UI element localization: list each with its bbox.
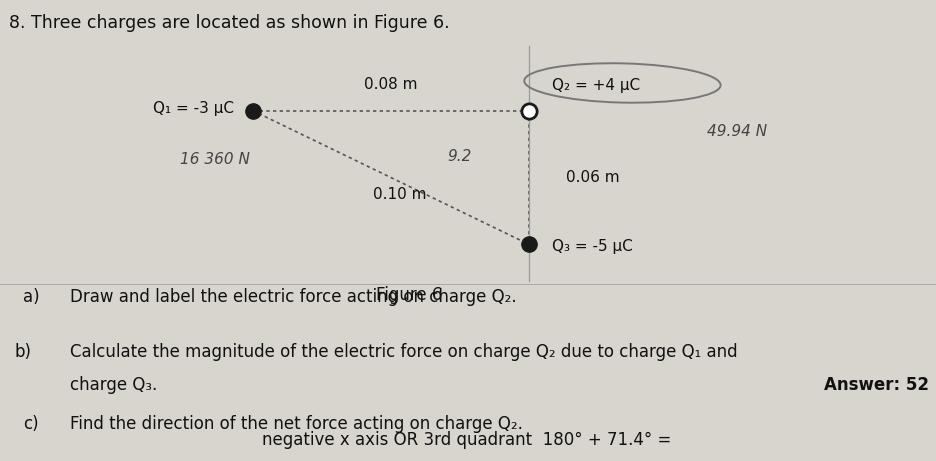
Text: Figure 6: Figure 6	[376, 286, 443, 304]
Text: 9.2: 9.2	[447, 148, 472, 164]
Text: a): a)	[23, 288, 40, 306]
Text: Answer: 52: Answer: 52	[824, 376, 929, 394]
Text: 49.94 N: 49.94 N	[707, 124, 767, 140]
Text: Calculate the magnitude of the electric force on charge Q₂ due to charge Q₁ and: Calculate the magnitude of the electric …	[70, 343, 738, 361]
Text: c): c)	[23, 415, 39, 433]
Text: 0.10 m: 0.10 m	[373, 187, 427, 202]
Text: 0.08 m: 0.08 m	[364, 77, 417, 92]
Text: 8. Three charges are located as shown in Figure 6.: 8. Three charges are located as shown in…	[9, 14, 450, 32]
Text: 16 360 N: 16 360 N	[181, 152, 250, 167]
Text: 0.06 m: 0.06 m	[566, 170, 620, 185]
Text: Q₃ = -5 μC: Q₃ = -5 μC	[552, 239, 633, 254]
Text: Q₁ = -3 μC: Q₁ = -3 μC	[153, 101, 234, 116]
Text: negative x axis OR 3rd quadrant  180° + 71.4° =: negative x axis OR 3rd quadrant 180° + 7…	[262, 431, 671, 449]
Text: b): b)	[14, 343, 31, 361]
Text: charge Q₃.: charge Q₃.	[70, 376, 157, 394]
Text: Draw and label the electric force acting on charge Q₂.: Draw and label the electric force acting…	[70, 288, 517, 306]
Text: Q₂ = +4 μC: Q₂ = +4 μC	[552, 78, 640, 93]
Text: Find the direction of the net force acting on charge Q₂.: Find the direction of the net force acti…	[70, 415, 523, 433]
